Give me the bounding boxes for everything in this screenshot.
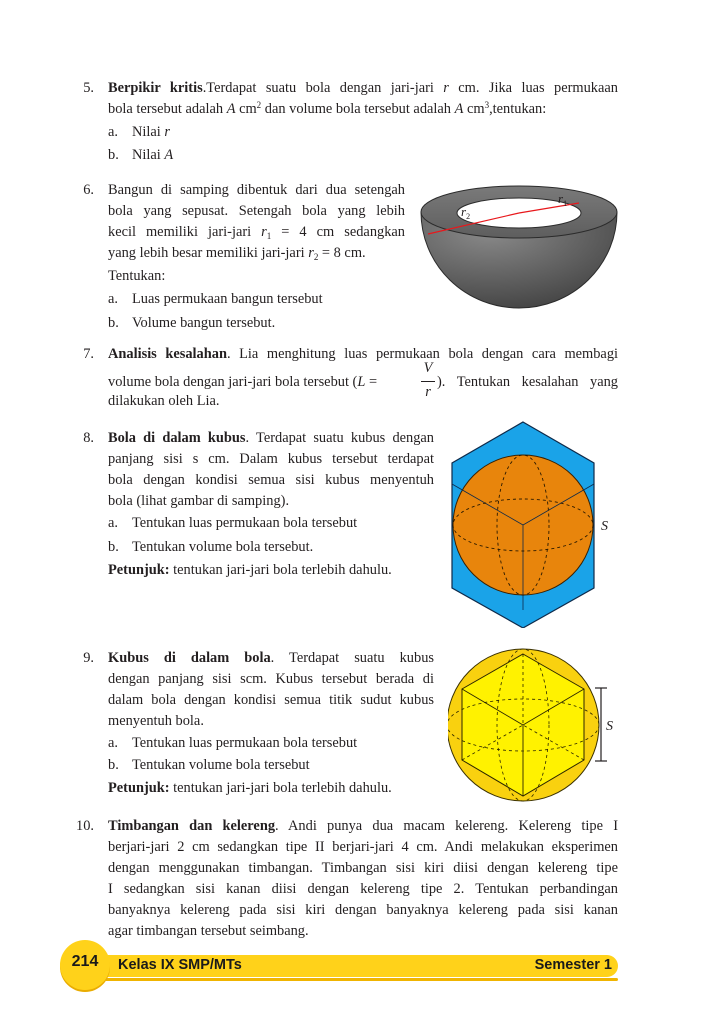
sphere-in-cube-figure: S [451, 421, 608, 628]
q10-line-4: I sedangkan sisi kanan diisi dengan kele… [108, 881, 618, 897]
q8-line-1: Bola di dalam kubus. Terdapat suatu kubu… [108, 430, 434, 446]
q7-fraction-denominator: r [425, 384, 431, 400]
q7-fraction-numerator: V [423, 360, 433, 376]
q5-unit: cm [235, 101, 257, 117]
q8-fig-label-s: S [601, 519, 608, 534]
q8-option-b: Tentukan volume bola tersebut. [132, 539, 314, 555]
q5-text: dan volume bola tersebut adalah [261, 101, 455, 117]
q7-line-3: dilakukan oleh Lia. [108, 393, 220, 409]
q8-title: Bola di dalam kubus [108, 430, 246, 446]
q8-hint-label: Petunjuk: [108, 562, 170, 578]
q9-line-3: dalam bola dengan kondisi semua titik su… [108, 692, 434, 708]
q5-option-a-label: a. [108, 124, 118, 140]
q5-line-1: Berpikir kritis.Terdapat suatu bola deng… [108, 78, 618, 99]
q10-line-1: Timbangan dan kelereng. Andi punya dua m… [108, 818, 618, 834]
q5-sup: 3 [484, 100, 490, 110]
q8-hint: Petunjuk: tentukan jari-jari bola terleb… [108, 562, 392, 578]
q8-option-a-label: a. [108, 515, 118, 531]
q5-text: .Terdapat suatu bola dengan jari-jari [202, 80, 444, 96]
q5-text: ,tentukan: [489, 101, 547, 117]
label-r2: r2 [461, 204, 470, 221]
q9-option-b: Tentukan volume bola tersebut [132, 757, 310, 773]
q9-hint: Petunjuk: tentukan jari-jari bola terleb… [108, 780, 392, 796]
q10-line-6: agar timbangan tersebut seimbang. [108, 923, 309, 939]
q7-line-2a: volume bola dengan jari-jari bola terseb… [108, 374, 378, 390]
footer-book-title: Kelas IX SMP/MTs [118, 957, 242, 973]
q10-line-3: dengan menggunakan timbangan. Timbangan … [108, 860, 618, 876]
q8-line-2: panjang sisi s cm. Dalam kubus tersebut … [108, 451, 434, 467]
q5-number: 5. [83, 80, 94, 96]
q8-line-3: bola dengan kondisi semua sisi kubus men… [108, 472, 434, 488]
q6-tentukan: Tentukan: [108, 268, 166, 284]
q9-option-a-label: a. [108, 735, 118, 751]
q5-option-b-label: b. [108, 147, 119, 163]
q8-line-4: bola (lihat gambar di samping). [108, 493, 290, 509]
q9-hint-label: Petunjuk: [108, 780, 170, 796]
q5-unit: cm [463, 101, 485, 117]
q5-text: cm. Jika luas permukaan [448, 80, 618, 96]
q6-line-2: bola yang sepusat. Setengah bola yang le… [108, 203, 405, 219]
q8-option-b-label: b. [108, 539, 119, 555]
q7-title: Analisis kesalahan [108, 346, 227, 362]
q9-title: Kubus di dalam bola [108, 650, 271, 666]
q9-fig-label-s: S [606, 719, 613, 734]
label-r1: r1 [558, 191, 567, 208]
q10-line-5: banyaknya kelereng pada sisi kiri dengan… [108, 902, 618, 918]
q6-option-b: Volume bangun tersebut. [132, 315, 276, 331]
q5-line-2: bola tersebut adalah A cm2 dan volume bo… [108, 99, 618, 120]
q9-option-a: Tentukan luas permukaan bola tersebut [132, 735, 358, 751]
q7-line-2b: ). Tentukan kesalahan yang [437, 374, 618, 390]
q8-option-a: Tentukan luas permukaan bola tersebut [132, 515, 358, 531]
q6-option-a-label: a. [108, 291, 118, 307]
footer-bar [106, 955, 618, 981]
cube-in-sphere-figure: S [448, 648, 613, 802]
q7-number: 7. [83, 346, 94, 362]
q5-text: bola tersebut adalah [108, 101, 227, 117]
q5-option-b: Nilai A [132, 147, 174, 163]
q9-line-2: dengan panjang sisi scm. Kubus tersebut … [108, 671, 434, 687]
q6-option-a: Luas permukaan bangun tersebut [132, 291, 323, 307]
hemisphere-figure: r2 r1 [420, 185, 618, 309]
page-number-badge [60, 940, 110, 990]
q6-number: 6. [83, 182, 94, 198]
q5-option-a: Nilai r [132, 124, 170, 140]
q5-var-A: A [226, 101, 236, 117]
q6-line-1: Bangun di samping dibentuk dari dua sete… [108, 182, 405, 198]
q9-option-b-label: b. [108, 757, 119, 773]
q9-line-4: menyentuh bola. [108, 713, 204, 729]
q8-number: 8. [83, 430, 94, 446]
q10-line-2: berjari-jari 2 cm sedangkan tipe II berj… [108, 839, 618, 855]
q10-title: Timbangan dan kelereng [108, 818, 276, 834]
q7-fraction-bar [421, 381, 435, 382]
q5-sup: 2 [256, 100, 262, 110]
q10-number: 10. [76, 818, 94, 834]
q5-var-A: A [454, 101, 464, 117]
page-number: 214 [71, 953, 99, 970]
q9-number: 9. [83, 650, 94, 666]
footer-semester: Semester 1 [534, 957, 612, 973]
q6-line-4: yang lebih besar memiliki jari-jari r2 =… [108, 245, 366, 262]
q6-option-b-label: b. [108, 315, 119, 331]
q9-line-1: Kubus di dalam bola. Terdapat suatu kubu… [108, 650, 434, 666]
q5-var-r: r [443, 80, 449, 96]
q5-title: Berpikir kritis [108, 80, 203, 96]
q6-line-3: kecil memiliki jari-jari r1 = 4 cm sedan… [108, 224, 405, 241]
q7-line-1: Analisis kesalahan. Lia menghitung luas … [108, 346, 619, 362]
